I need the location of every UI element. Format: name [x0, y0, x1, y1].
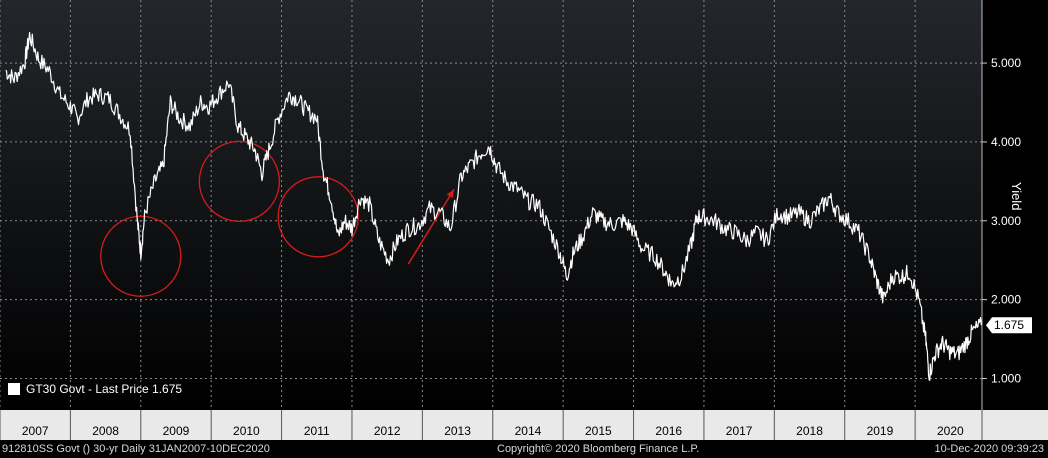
x-tick-label: 2015	[585, 424, 612, 438]
last-value-box	[986, 317, 1032, 334]
annotation-circle	[100, 215, 182, 297]
x-tick-label: 2014	[515, 424, 542, 438]
annotations	[100, 140, 455, 297]
x-tick-label: 2013	[444, 424, 471, 438]
plot-background	[0, 0, 982, 410]
y-axis-title: Yield	[1009, 182, 1024, 211]
y-tick-label: 5.000	[991, 56, 1021, 70]
annotation-arrow-head	[446, 189, 455, 199]
y-tick-label: 4.000	[991, 135, 1021, 149]
x-axis: 2007 2008 2009 2010 2011 2012 2013 2014 2015 2016…	[0, 410, 1048, 440]
x-tick-label: 2017	[726, 424, 753, 438]
y-axis: 1.000 2.000 3.000 4.000 5.000	[981, 0, 1021, 410]
footer-security-info: 912810SS Govt () 30-yr Daily 31JAN2007-1…	[2, 443, 270, 455]
legend-label: GT30 Govt - Last Price 1.675	[26, 382, 183, 396]
x-tick-label: 2009	[163, 424, 190, 438]
x-tick-label: 2016	[655, 424, 682, 438]
annotation-circle	[198, 140, 280, 222]
x-axis-band	[0, 410, 1048, 440]
series	[5, 31, 982, 381]
grid	[0, 0, 982, 410]
legend-swatch	[8, 383, 20, 395]
yield-series-line	[5, 31, 982, 381]
x-tick-label: 2008	[92, 424, 119, 438]
footer-bar: 912810SS Govt () 30-yr Daily 31JAN2007-1…	[0, 440, 1048, 458]
x-tick-label: 2011	[304, 424, 330, 438]
y-tick-label: 1.000	[991, 371, 1021, 385]
last-value-tag: 1.675	[986, 317, 1032, 334]
x-tick-label: 2007	[22, 424, 49, 438]
x-tick-label: 2018	[796, 424, 823, 438]
x-tick-label: 2010	[233, 424, 260, 438]
legend: GT30 Govt - Last Price 1.675	[8, 382, 182, 396]
x-tick-label: 2012	[374, 424, 401, 438]
annotation-circle	[277, 176, 359, 258]
x-tick-label: 2019	[867, 424, 894, 438]
x-tick-label: 2020	[937, 424, 964, 438]
y-tick-label: 2.000	[991, 293, 1021, 307]
footer-copyright: Copyright© 2020 Bloomberg Finance L.P.	[497, 443, 700, 455]
footer-timestamp: 10-Dec-2020 09:39:23	[934, 443, 1044, 455]
annotation-arrow-shaft	[407, 188, 455, 265]
last-value-label: 1.675	[994, 318, 1024, 332]
y-tick-label: 3.000	[991, 214, 1021, 228]
